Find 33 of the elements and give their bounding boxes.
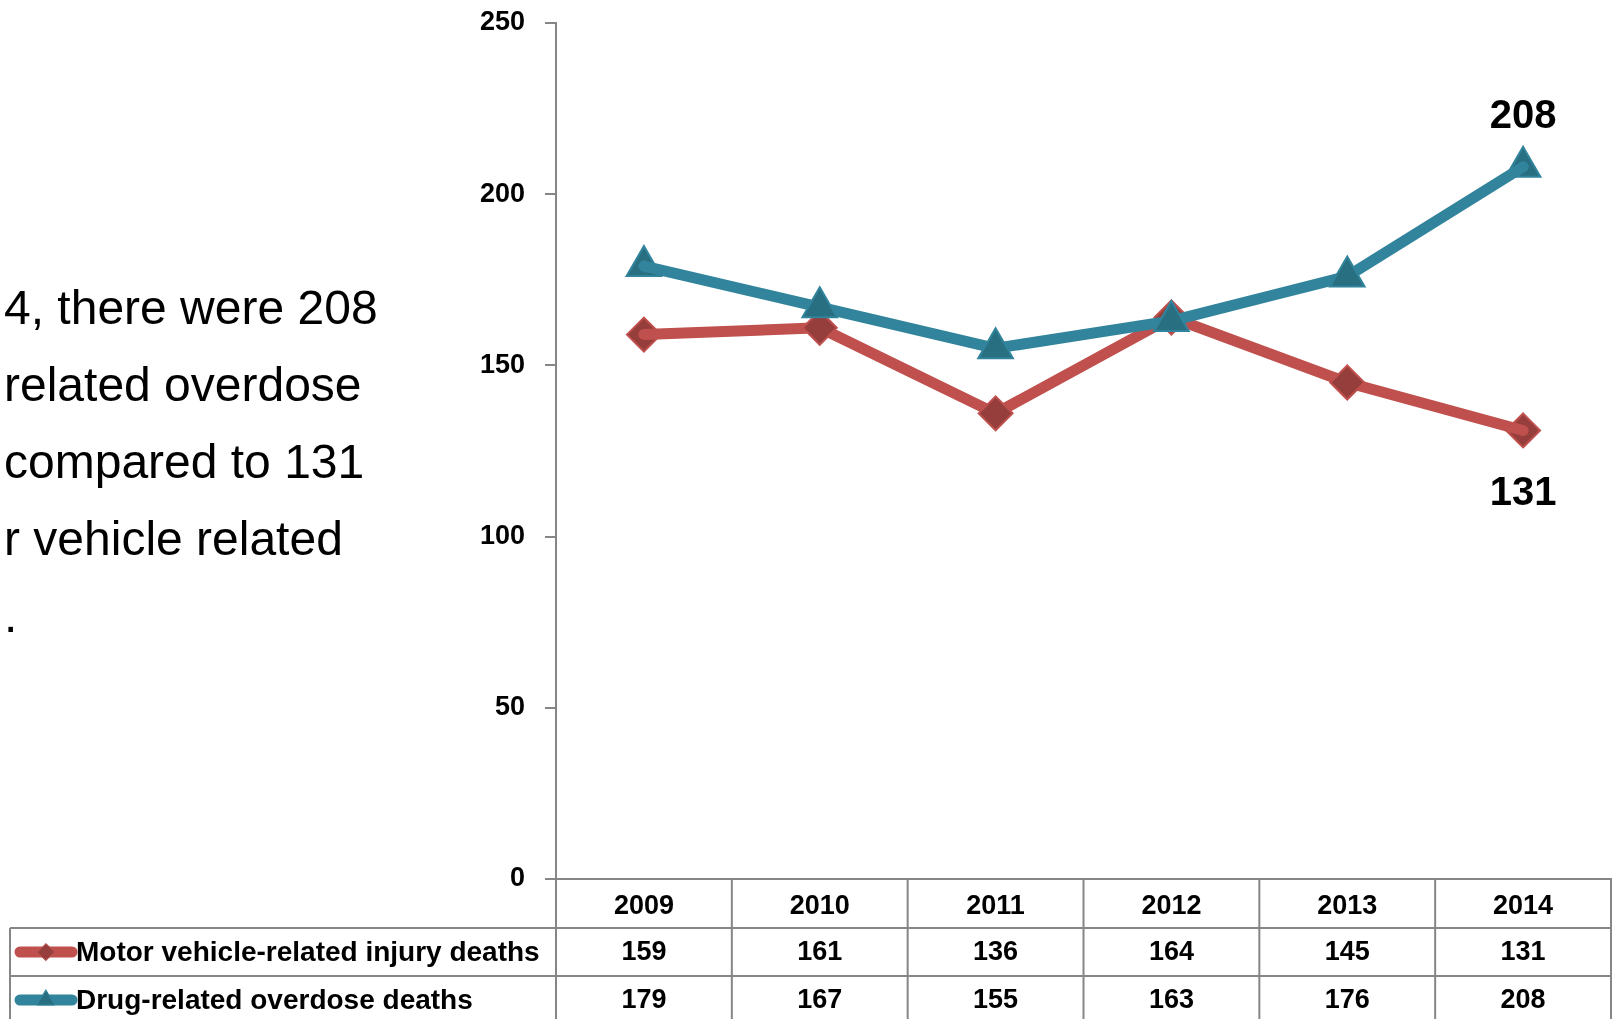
data-label: 176 — [1324, 984, 1370, 1015]
text: . — [4, 589, 18, 643]
annotation: 131 — [1489, 469, 1557, 514]
x-tick-label: 2010 — [789, 889, 850, 920]
x-tick-label: 2011 — [966, 889, 1025, 920]
data-label: 131 — [1500, 936, 1546, 967]
y-tick-label: 50 — [494, 691, 525, 722]
x-tick-label: 2013 — [1317, 889, 1378, 920]
y-tick-label: 100 — [479, 520, 525, 551]
data-label: 155 — [973, 984, 1019, 1015]
data-label: 164 — [1148, 936, 1194, 967]
y-tick-label: 200 — [479, 177, 525, 208]
data-label: 167 — [797, 984, 843, 1015]
data-label: 163 — [1148, 984, 1194, 1015]
data-label: 145 — [1324, 936, 1370, 967]
data-label: 208 — [1500, 984, 1546, 1015]
data-label: 159 — [621, 936, 667, 967]
y-tick-label: 0 — [509, 862, 525, 893]
y-tick-label: 150 — [479, 348, 525, 379]
text: compared to 131 — [4, 435, 365, 489]
x-tick-label: 2009 — [613, 889, 674, 920]
annotation: 208 — [1489, 91, 1557, 136]
data-label: 161 — [797, 936, 843, 967]
x-tick-label: 2012 — [1141, 889, 1202, 920]
text: related overdose — [4, 358, 362, 412]
text: r vehicle related — [4, 512, 343, 566]
data-label: 136 — [973, 936, 1019, 967]
y-tick-label: 250 — [479, 6, 525, 37]
legend-label: Motor vehicle-related injury deaths — [76, 935, 540, 967]
legend-label: Drug-related overdose deaths — [76, 983, 473, 1015]
x-tick-label: 2014 — [1493, 889, 1554, 920]
text: 4, there were 208 — [4, 281, 378, 335]
data-label: 179 — [621, 984, 667, 1015]
